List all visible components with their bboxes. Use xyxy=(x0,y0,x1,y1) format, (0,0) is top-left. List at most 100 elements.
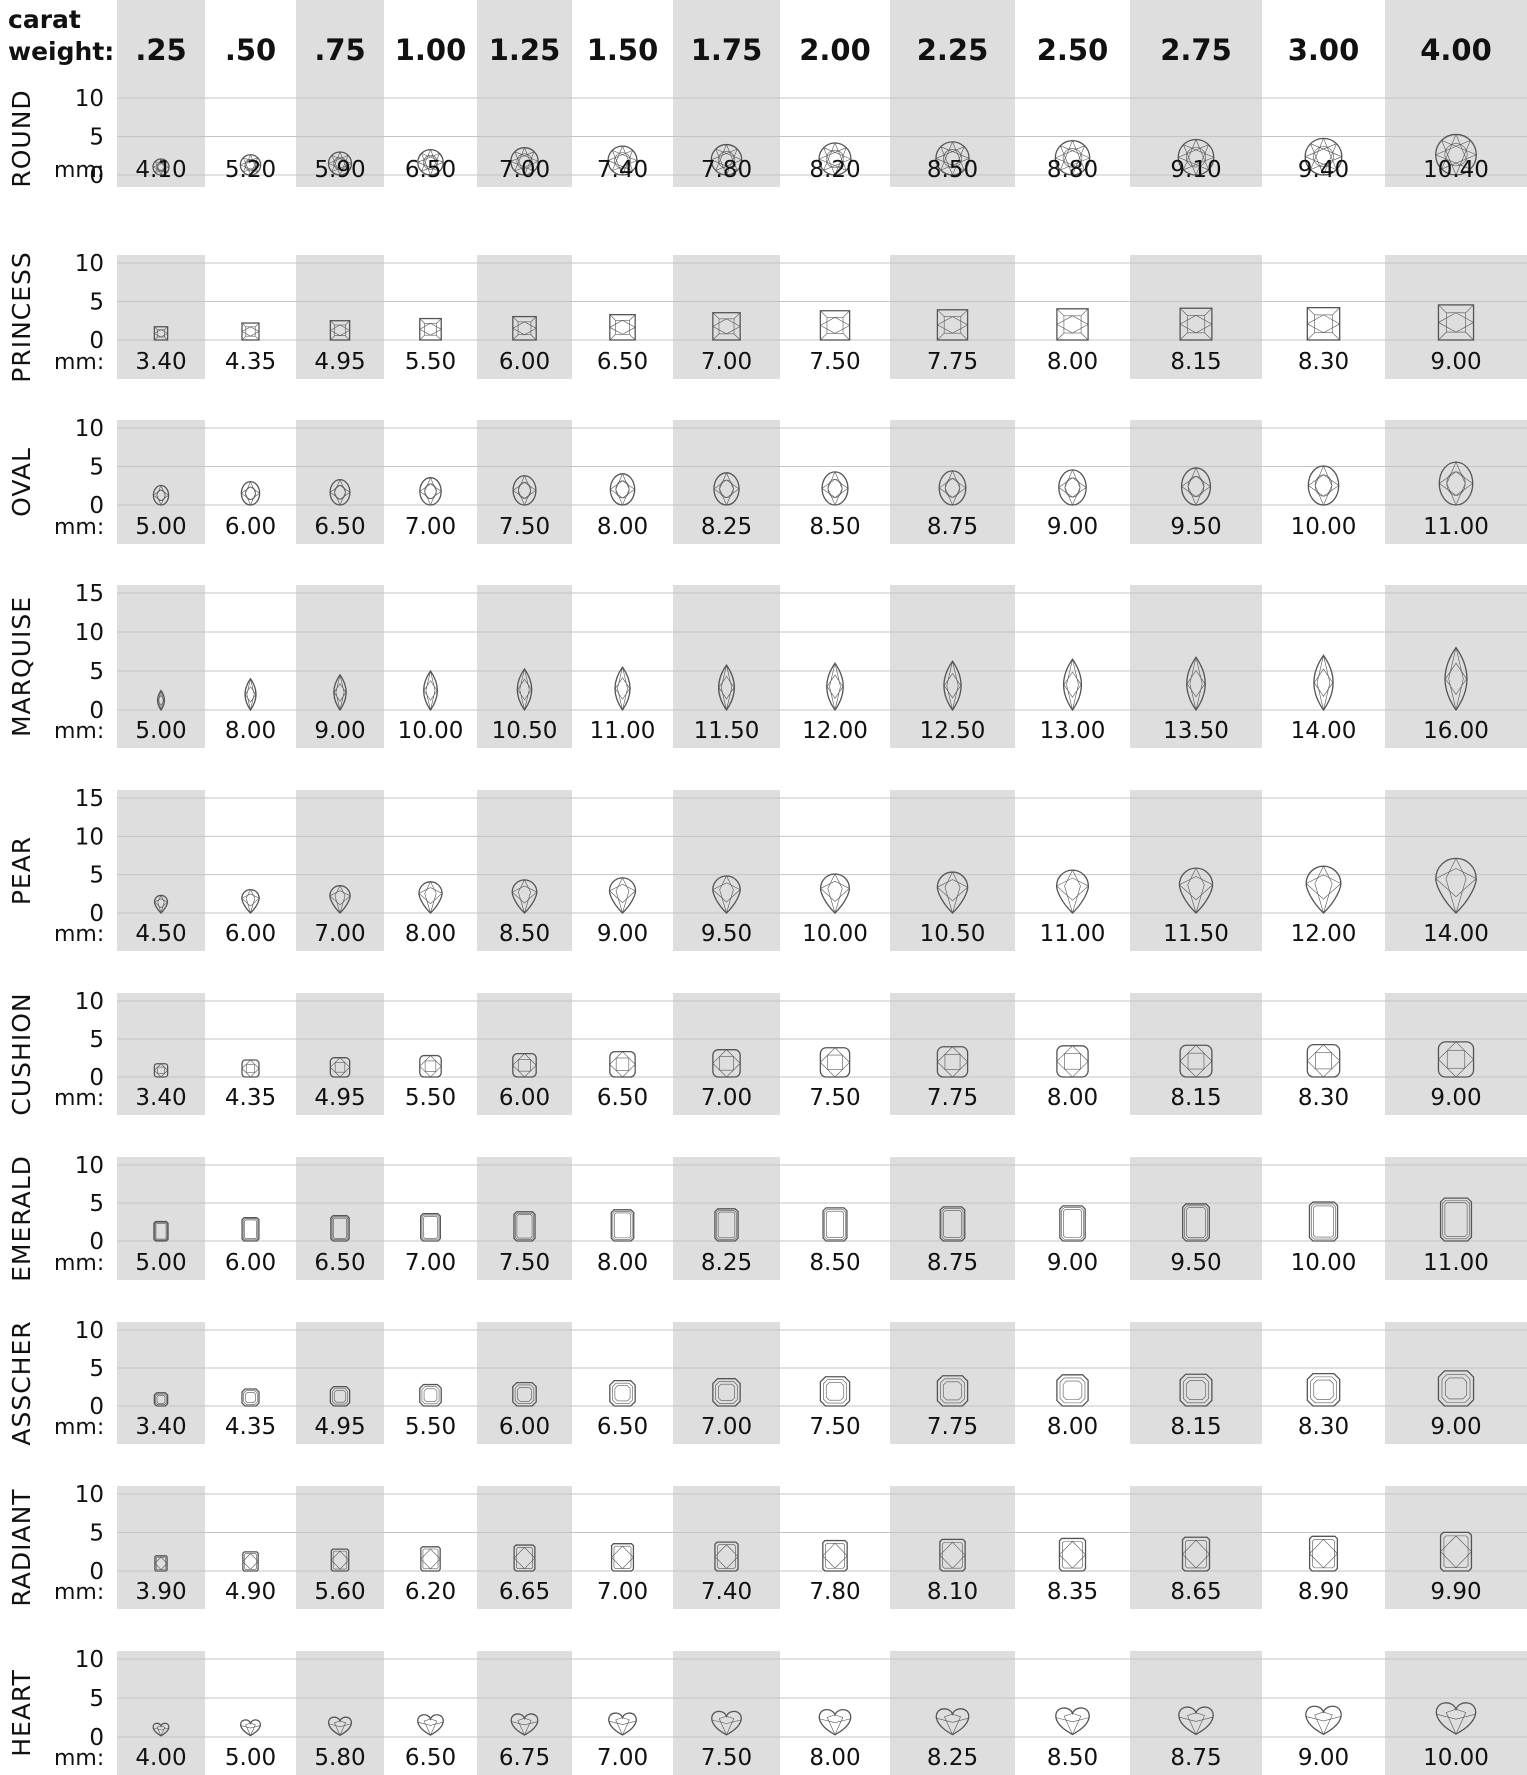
mm-value: 7.00 xyxy=(405,1250,456,1276)
heart-cut-icon xyxy=(1305,1705,1342,1736)
header-shade-band xyxy=(1385,0,1527,90)
y-tick-label: 10 xyxy=(75,620,104,646)
column-shade-band xyxy=(890,585,1015,748)
mm-value: 8.00 xyxy=(225,718,276,744)
column-shade-band xyxy=(1385,790,1527,951)
column-shade-band xyxy=(117,90,205,187)
column-shade-band xyxy=(890,1486,1015,1609)
y-tick-label: 5 xyxy=(89,455,104,481)
y-tick-label: 0 xyxy=(89,1559,104,1585)
column-shade-band xyxy=(673,585,780,748)
pear-cut-icon xyxy=(329,885,351,915)
mm-value: 8.00 xyxy=(809,1745,860,1771)
mm-value: 8.30 xyxy=(1298,349,1349,375)
radiant-cut-icon xyxy=(1439,1531,1473,1572)
marquise-cut-icon xyxy=(244,677,257,712)
mm-value: 8.10 xyxy=(927,1579,978,1605)
y-tick-label: 0 xyxy=(89,1065,104,1091)
cushion-cut-icon xyxy=(419,1054,442,1078)
mm-value: 7.50 xyxy=(809,1414,860,1440)
mm-value: 7.00 xyxy=(597,1745,648,1771)
carat-weight-header: 1.25 xyxy=(489,33,561,67)
pear-cut-icon xyxy=(241,888,260,915)
cushion-cut-icon xyxy=(329,1057,351,1078)
mm-value: 3.40 xyxy=(135,1414,186,1440)
y-tick-label: 0 xyxy=(89,328,104,354)
column-shade-band xyxy=(890,255,1015,379)
column-shade-band xyxy=(117,790,205,951)
carat-weight-header: .25 xyxy=(135,33,186,67)
mm-value: 7.00 xyxy=(499,157,550,183)
shape-name-label: PEAR xyxy=(7,836,36,905)
heart-cut-icon xyxy=(417,1714,444,1736)
mm-value: 12.00 xyxy=(1291,921,1357,947)
radiant-cut-icon xyxy=(330,1548,350,1572)
column-shade-band xyxy=(1385,1486,1527,1609)
column-shade-band xyxy=(890,420,1015,544)
column-shade-band xyxy=(1385,585,1527,748)
mm-value: 8.65 xyxy=(1170,1579,1221,1605)
y-tick-label: 0 xyxy=(89,698,104,724)
mm-value: 8.00 xyxy=(1047,1414,1098,1440)
pear-cut-icon xyxy=(936,871,969,915)
mm-value: 8.50 xyxy=(809,1250,860,1276)
mm-value: 7.75 xyxy=(927,349,978,375)
mm-value: 10.50 xyxy=(492,718,558,744)
mm-value: 7.40 xyxy=(597,157,648,183)
round-cut-icon xyxy=(607,145,638,176)
column-shade-band xyxy=(890,90,1015,187)
mm-value: 7.00 xyxy=(597,1579,648,1605)
mm-value: 6.50 xyxy=(597,1414,648,1440)
marquise-cut-icon xyxy=(1062,658,1083,712)
header-shade-band xyxy=(890,0,1015,90)
asscher-cut-icon xyxy=(1179,1373,1213,1407)
header-shade-band xyxy=(1130,0,1262,90)
oval-cut-icon xyxy=(1307,465,1340,506)
pear-cut-icon xyxy=(418,881,443,915)
column-shade-band xyxy=(296,90,384,187)
column-shade-band xyxy=(1130,1157,1262,1280)
y-tick-label: 10 xyxy=(75,1153,104,1179)
marquise-cut-icon xyxy=(717,664,736,712)
mm-value: 14.00 xyxy=(1291,718,1357,744)
radiant-cut-icon xyxy=(939,1538,966,1572)
mm-value: 12.00 xyxy=(802,718,868,744)
y-tick-label: 5 xyxy=(89,1521,104,1547)
shape-row-round: 10 5 0 ROUND mm: 4.10 5.20 5.90 6.50 7.00 7.40 7.80… xyxy=(7,86,1527,189)
pear-cut-icon xyxy=(1055,869,1090,915)
radiant-cut-icon xyxy=(1308,1535,1339,1572)
y-tick-label: 5 xyxy=(89,1356,104,1382)
column-shade-band xyxy=(1385,1322,1527,1444)
emerald-cut-icon xyxy=(330,1215,350,1242)
round-cut-icon xyxy=(417,148,444,176)
shape-row-asscher: 10 5 0 ASSCHER mm: 3.40 4.35 4.95 5.50 6.00 6.50 7.… xyxy=(7,1318,1527,1446)
asscher-cut-icon xyxy=(419,1383,442,1407)
mm-value: 9.50 xyxy=(1170,514,1221,540)
mm-value: 8.15 xyxy=(1170,1085,1221,1111)
mm-value: 6.00 xyxy=(499,1414,550,1440)
column-shade-band xyxy=(477,585,572,748)
shape-row-marquise: 15 10 5 0 MARQUISE mm: 5.00 8.00 9.00 10.00 10.50 1… xyxy=(7,581,1527,748)
cushion-cut-icon xyxy=(1179,1044,1213,1078)
princess-cut-icon xyxy=(153,326,169,341)
marquise-cut-icon xyxy=(333,673,347,712)
mm-value: 9.00 xyxy=(1047,1250,1098,1276)
princess-cut-icon xyxy=(512,315,537,341)
princess-cut-icon xyxy=(936,309,969,341)
mm-value: 10.50 xyxy=(920,921,986,947)
column-shade-band xyxy=(1385,90,1527,187)
shape-name-label: EMERALD xyxy=(7,1155,36,1282)
y-tick-label: 5 xyxy=(89,1686,104,1712)
marquise-cut-icon xyxy=(156,689,166,712)
mm-value: 9.50 xyxy=(701,921,752,947)
round-cut-icon xyxy=(1304,137,1343,176)
emerald-cut-icon xyxy=(241,1216,260,1242)
mm-label: mm: xyxy=(54,922,104,947)
radiant-cut-icon xyxy=(610,1543,635,1572)
mm-value: 5.50 xyxy=(405,1414,456,1440)
mm-value: 13.00 xyxy=(1040,718,1106,744)
column-shade-band xyxy=(296,1486,384,1609)
carat-label: carat xyxy=(8,5,81,34)
asscher-cut-icon xyxy=(609,1380,636,1407)
column-shade-band xyxy=(1130,255,1262,379)
